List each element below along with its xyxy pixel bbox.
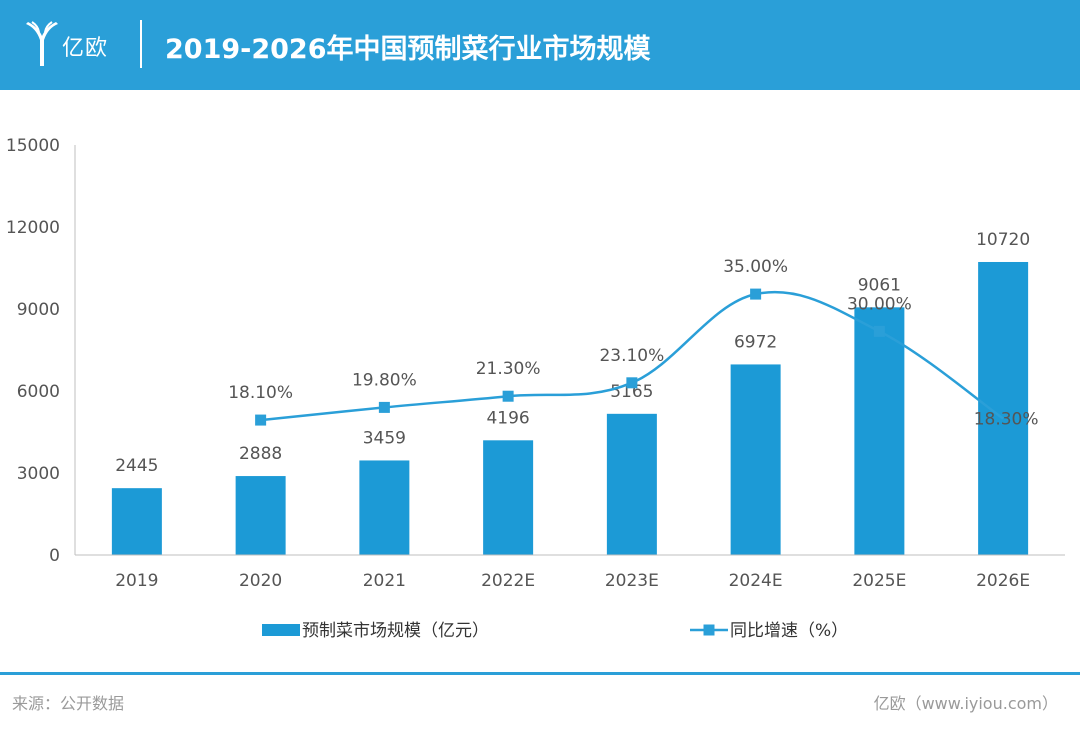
- line-point-marker: [255, 414, 267, 426]
- bar: [978, 261, 1029, 555]
- legend-line-marker: [703, 624, 715, 636]
- bar-value-label: 4196: [486, 408, 529, 428]
- bar-value-label: 2445: [115, 456, 158, 476]
- line-value-label: 21.30%: [476, 359, 541, 379]
- logo-y-icon: [26, 21, 58, 66]
- logo-text: 亿欧: [62, 36, 109, 61]
- legend-bar-label: 预制菜市场规模（亿元）: [302, 621, 489, 641]
- header-bar: 亿欧 2019-2026年中国预制菜行业市场规模: [0, 0, 1080, 90]
- bar-value-label: 3459: [363, 428, 406, 448]
- y-tick-label: 3000: [17, 464, 60, 484]
- x-axis: 2019 2020 2021 2022E 2023E 2024E 2025E 2026E: [75, 554, 1065, 591]
- credit-note: 亿欧（www.iyiou.com）: [873, 694, 1058, 713]
- y-axis: 0 3000 6000 9000 12000 15000: [6, 136, 76, 566]
- y-tick-label: 15000: [6, 136, 60, 156]
- legend-bar-swatch: [262, 624, 300, 636]
- line-point-marker: [750, 288, 762, 300]
- x-tick-label: 2020: [239, 571, 282, 591]
- line-value-label: 18.30%: [974, 410, 1039, 430]
- x-tick-label: 2019: [115, 571, 158, 591]
- line-value-label: 23.10%: [599, 346, 664, 366]
- line-value-label: 35.00%: [723, 257, 788, 277]
- bar: [854, 307, 905, 555]
- x-tick-label: 2024E: [729, 571, 783, 591]
- x-tick-label: 2023E: [605, 571, 659, 591]
- bar: [606, 413, 657, 555]
- page-title: 2019-2026年中国预制菜行业市场规模: [165, 34, 651, 65]
- line-value-label: 30.00%: [847, 294, 912, 314]
- bar-series: [111, 261, 1029, 555]
- line-value-labels: 18.10% 19.80% 21.30% 23.10% 35.00% 30.00% 18.3…: [228, 257, 1038, 429]
- bar-value-label: 6972: [734, 332, 777, 352]
- bar: [483, 440, 534, 555]
- x-tick-label: 2026E: [976, 571, 1030, 591]
- line-value-label: 18.10%: [228, 383, 293, 403]
- bar: [359, 460, 410, 555]
- bar-value-label: 9061: [858, 275, 901, 295]
- bar: [235, 476, 286, 555]
- line-point-marker: [873, 325, 885, 337]
- x-tick-label: 2022E: [481, 571, 535, 591]
- line-point-marker: [502, 390, 514, 402]
- line-point-marker: [378, 401, 390, 413]
- line-value-label: 19.80%: [352, 370, 417, 390]
- y-tick-label: 12000: [6, 218, 60, 238]
- bar-value-label: 10720: [976, 230, 1030, 250]
- footer-divider: [0, 672, 1080, 675]
- chart-area: 0 3000 6000 9000 12000 15000 2445 2888 3459 4196…: [6, 136, 1065, 641]
- line-point-marker: [626, 377, 638, 389]
- bar-value-label: 2888: [239, 444, 282, 464]
- y-tick-label: 6000: [17, 382, 60, 402]
- y-tick-label: 9000: [17, 300, 60, 320]
- x-tick-label: 2025E: [852, 571, 906, 591]
- y-tick-label: 0: [49, 546, 60, 566]
- legend-line-label: 同比增速（%）: [730, 621, 848, 641]
- header-divider: [140, 20, 142, 68]
- x-tick-label: 2021: [363, 571, 406, 591]
- bar: [111, 488, 162, 555]
- legend: 预制菜市场规模（亿元） 同比增速（%）: [262, 621, 848, 641]
- bar: [730, 364, 781, 555]
- source-note: 来源：公开数据: [12, 694, 125, 713]
- line-series: [255, 288, 1004, 426]
- brand-logo: 亿欧: [22, 18, 134, 70]
